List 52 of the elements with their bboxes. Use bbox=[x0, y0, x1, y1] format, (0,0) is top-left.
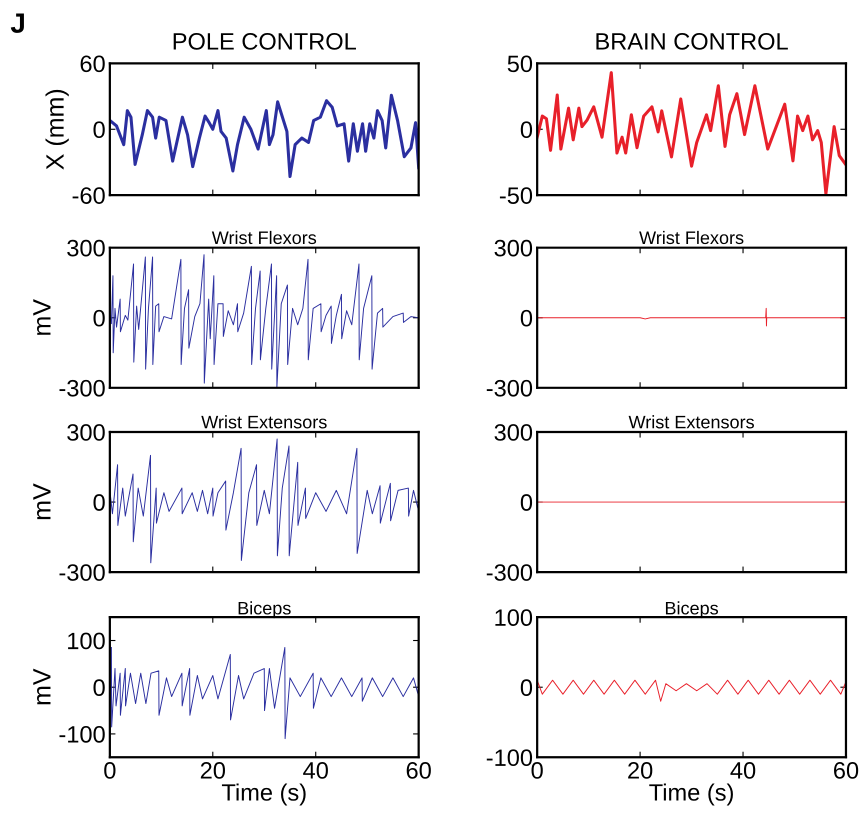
x-axis-title: Time (s) bbox=[649, 783, 733, 806]
chart-title: Wrist Flexors bbox=[639, 230, 744, 244]
x-tick-label: 60 bbox=[406, 762, 431, 779]
line-series bbox=[537, 680, 846, 702]
x-tick-label: 40 bbox=[303, 762, 328, 779]
x-tick-label: 20 bbox=[628, 762, 652, 779]
y-tick-label: 50 bbox=[508, 55, 532, 72]
y-tick-label: 0 bbox=[520, 310, 532, 327]
x-tick-label: 20 bbox=[200, 762, 225, 779]
chart-title: POLE CONTROL bbox=[174, 33, 356, 50]
y-tick-label: 100 bbox=[68, 632, 105, 650]
y-tick-label: 0 bbox=[93, 310, 105, 327]
y-tick-label: -50 bbox=[500, 187, 532, 204]
line-series bbox=[110, 438, 419, 564]
y-axis-title: mV bbox=[33, 299, 50, 335]
y-tick-label: -60 bbox=[72, 187, 105, 204]
line-series bbox=[110, 94, 419, 178]
x-tick-label: 0 bbox=[104, 762, 116, 779]
chart-title: Biceps bbox=[238, 601, 291, 618]
y-tick-label: 300 bbox=[494, 240, 532, 256]
y-axis-title: mV bbox=[33, 668, 50, 704]
x-axis-title: Time (s) bbox=[222, 783, 306, 806]
line-series bbox=[537, 308, 846, 326]
chart-title: Wrist Flexors bbox=[212, 230, 316, 244]
y-tick-label: 300 bbox=[67, 240, 105, 256]
text: J bbox=[10, 14, 24, 33]
y-tick-label: 0 bbox=[520, 121, 532, 138]
y-tick-label: 300 bbox=[494, 424, 532, 441]
chart-title: Biceps bbox=[666, 601, 718, 618]
y-tick-label: -300 bbox=[486, 380, 532, 397]
y-tick-label: -300 bbox=[59, 564, 105, 581]
chart-title: Wrist Extensors bbox=[628, 415, 754, 428]
y-axis-title: mV bbox=[33, 483, 50, 520]
y-tick-label: 0 bbox=[520, 494, 532, 511]
x-tick-label: 60 bbox=[834, 762, 858, 779]
y-tick-label: -100 bbox=[486, 749, 532, 766]
y-tick-label: 0 bbox=[93, 494, 105, 511]
y-tick-label: 0 bbox=[93, 121, 105, 138]
y-tick-label: 0 bbox=[93, 679, 105, 696]
y-axis-title: X (mm) bbox=[45, 90, 69, 170]
line-series bbox=[110, 647, 419, 740]
y-tick-label: -300 bbox=[59, 380, 105, 397]
x-tick-label: 40 bbox=[730, 762, 756, 779]
y-tick-label: -300 bbox=[486, 564, 532, 581]
x-tick-label: 0 bbox=[532, 762, 543, 779]
y-tick-label: -100 bbox=[59, 726, 105, 743]
y-tick-label: 300 bbox=[67, 424, 105, 441]
chart-title: Wrist Extensors bbox=[201, 415, 327, 428]
chart-title: BRAIN CONTROL bbox=[596, 33, 788, 50]
y-tick-label: 0 bbox=[520, 679, 532, 696]
y-tick-label: 100 bbox=[495, 609, 532, 626]
y-tick-label: 60 bbox=[80, 55, 105, 72]
